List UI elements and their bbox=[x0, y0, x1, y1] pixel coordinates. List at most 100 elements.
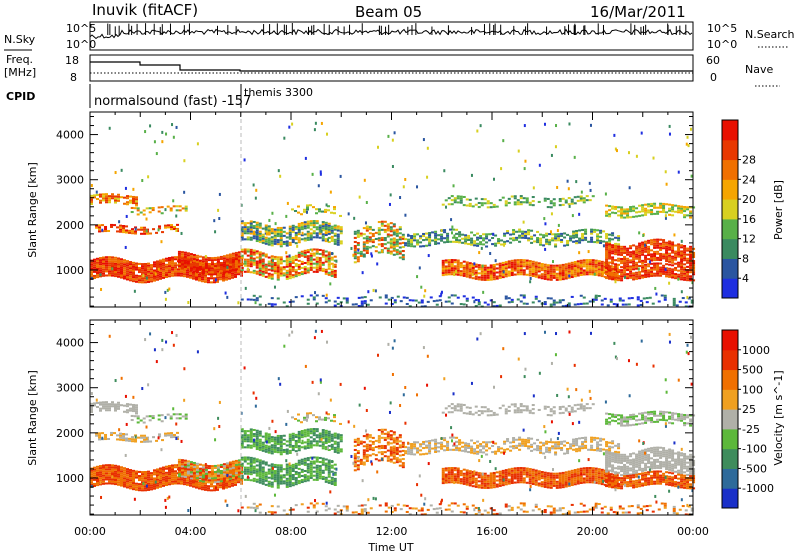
power-cell bbox=[90, 184, 93, 188]
power-cell bbox=[431, 231, 435, 234]
velocity-cell bbox=[165, 483, 168, 487]
power-cell bbox=[579, 267, 583, 270]
power-cell bbox=[210, 267, 214, 270]
velocity-cell bbox=[168, 475, 171, 478]
power-cell bbox=[167, 224, 171, 227]
velocity-cell bbox=[141, 489, 144, 492]
power-cell bbox=[312, 226, 316, 229]
power-cell bbox=[395, 234, 399, 237]
velocity-cell bbox=[201, 482, 204, 485]
power-cell bbox=[635, 275, 639, 278]
velocity-cell bbox=[99, 467, 102, 470]
power-cell bbox=[282, 230, 286, 233]
power-cell bbox=[136, 209, 140, 212]
power-cell bbox=[255, 233, 259, 236]
power-cell bbox=[497, 238, 501, 241]
power-cell bbox=[204, 262, 208, 265]
power-cell bbox=[680, 278, 684, 281]
power-cell bbox=[492, 265, 496, 269]
power-cell bbox=[672, 303, 676, 307]
power-cell bbox=[240, 298, 244, 301]
power-cell bbox=[389, 250, 393, 253]
power-cell bbox=[99, 271, 102, 274]
velocity-cell bbox=[261, 474, 265, 477]
power-cell bbox=[399, 196, 402, 200]
power-cell bbox=[416, 241, 420, 244]
power-cell bbox=[641, 214, 645, 217]
velocity-cell bbox=[231, 468, 235, 471]
velocity-cell bbox=[234, 459, 238, 462]
power-cell bbox=[605, 212, 609, 215]
velocity-cell bbox=[141, 471, 144, 474]
velocity-cell bbox=[273, 436, 277, 439]
power-cell bbox=[474, 271, 478, 274]
power-cell bbox=[157, 228, 160, 232]
power-cell bbox=[120, 268, 123, 271]
power-cell bbox=[255, 252, 259, 255]
velocity-cell bbox=[255, 474, 259, 477]
power-cell bbox=[243, 230, 247, 233]
velocity-cell bbox=[183, 483, 186, 486]
power-cell bbox=[447, 269, 451, 272]
power-cell bbox=[453, 197, 457, 200]
power-cell bbox=[591, 263, 595, 266]
velocity-cell bbox=[102, 464, 105, 467]
power-cell bbox=[597, 262, 601, 265]
power-cell bbox=[324, 234, 328, 237]
velocity-cell bbox=[288, 445, 292, 448]
power-cell bbox=[117, 275, 120, 278]
power-cell bbox=[462, 195, 466, 199]
power-cell bbox=[608, 213, 612, 216]
velocity-cell bbox=[258, 469, 262, 472]
power-cell bbox=[691, 281, 694, 285]
power-cell bbox=[489, 268, 493, 271]
power-cell bbox=[312, 224, 316, 227]
power-cell bbox=[391, 164, 394, 168]
power-cell bbox=[617, 235, 621, 238]
power-cell bbox=[365, 251, 369, 255]
power-cell bbox=[279, 245, 283, 248]
power-cell bbox=[180, 267, 184, 270]
power-cell bbox=[543, 277, 547, 280]
velocity-cell bbox=[168, 473, 171, 476]
power-ylabel: Slant Range [km] bbox=[26, 162, 39, 258]
velocity-cell bbox=[225, 464, 229, 467]
velocity-cell bbox=[99, 477, 102, 480]
power-cell bbox=[639, 299, 643, 302]
velocity-cell bbox=[294, 483, 298, 486]
power-cell bbox=[474, 298, 478, 301]
velocity-cell bbox=[180, 461, 184, 464]
power-cell bbox=[555, 268, 559, 271]
velocity-cell bbox=[126, 486, 129, 489]
power-cell bbox=[384, 296, 388, 299]
power-cell bbox=[321, 294, 325, 297]
velocity-cell bbox=[258, 442, 262, 445]
velocity-cell bbox=[237, 481, 240, 484]
power-cell bbox=[108, 199, 111, 202]
colorbar-segment bbox=[722, 218, 738, 240]
velocity-cell bbox=[279, 434, 283, 437]
power-cell bbox=[647, 251, 651, 255]
power-cell bbox=[539, 243, 543, 246]
power-cell bbox=[656, 244, 660, 247]
velocity-cell bbox=[291, 434, 295, 437]
velocity-cell bbox=[132, 484, 135, 487]
power-cell bbox=[476, 236, 480, 239]
power-cell bbox=[141, 279, 144, 282]
power-cell bbox=[398, 238, 402, 241]
power-cell bbox=[317, 184, 320, 188]
power-cell bbox=[99, 193, 102, 196]
power-cell bbox=[652, 156, 655, 160]
power-cell bbox=[312, 296, 316, 299]
power-cell bbox=[300, 295, 304, 298]
power-cell bbox=[641, 251, 645, 254]
power-cell bbox=[543, 217, 546, 221]
velocity-cell bbox=[168, 471, 171, 474]
power-cell bbox=[312, 254, 316, 257]
power-cell bbox=[645, 297, 649, 300]
power-cell bbox=[686, 271, 690, 274]
power-cell bbox=[371, 228, 375, 231]
power-cell bbox=[398, 236, 402, 239]
power-cell bbox=[596, 239, 600, 242]
power-cell bbox=[336, 235, 340, 238]
